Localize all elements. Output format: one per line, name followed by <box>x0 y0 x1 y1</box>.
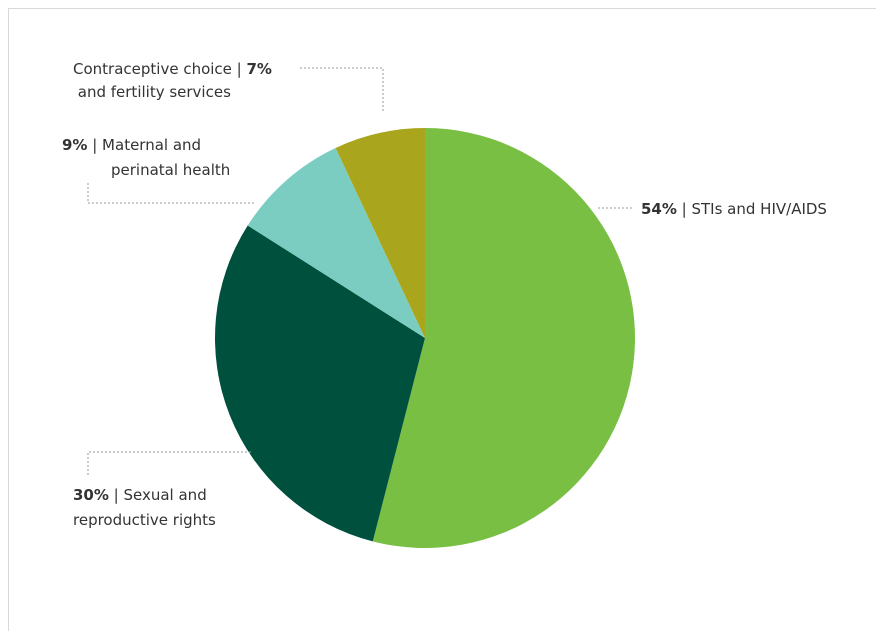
pie-slice-contraceptive-choice-and-fertility-services <box>335 128 425 338</box>
label-contraceptive-pct: 7% <box>246 60 271 78</box>
label-contraceptive-text: Contraceptive choice | <box>73 60 246 78</box>
label-contraceptive-line2: and fertility services <box>73 83 231 101</box>
pie-slice-stis-and-hiv-aids <box>372 128 635 548</box>
leader-line-maternal <box>87 183 255 204</box>
leader-line-contraceptive <box>300 67 384 112</box>
pie-slice-maternal-and-perinatal-health <box>247 147 425 338</box>
label-maternal-line1: 9% | Maternal and <box>62 136 201 154</box>
chart-frame <box>8 8 876 631</box>
pie-slice-sexual-and-reproductive-rights <box>214 225 425 542</box>
label-stis-text: | STIs and HIV/AIDS <box>677 200 827 218</box>
label-sexual-pct: 30% <box>73 486 109 504</box>
label-maternal-pct: 9% <box>62 136 87 154</box>
label-sexual-line2: reproductive rights <box>73 511 216 529</box>
label-stis: 54% | STIs and HIV/AIDS <box>641 200 827 218</box>
leader-line-sexual <box>87 451 252 475</box>
label-contraceptive-line1: Contraceptive choice | 7% <box>73 60 272 78</box>
label-maternal-text: | Maternal and <box>87 136 201 154</box>
pie-slices <box>214 128 635 548</box>
label-stis-pct: 54% <box>641 200 677 218</box>
label-sexual-line1: 30% | Sexual and <box>73 486 207 504</box>
label-sexual-text: | Sexual and <box>109 486 207 504</box>
label-maternal-line2: perinatal health <box>111 161 230 179</box>
